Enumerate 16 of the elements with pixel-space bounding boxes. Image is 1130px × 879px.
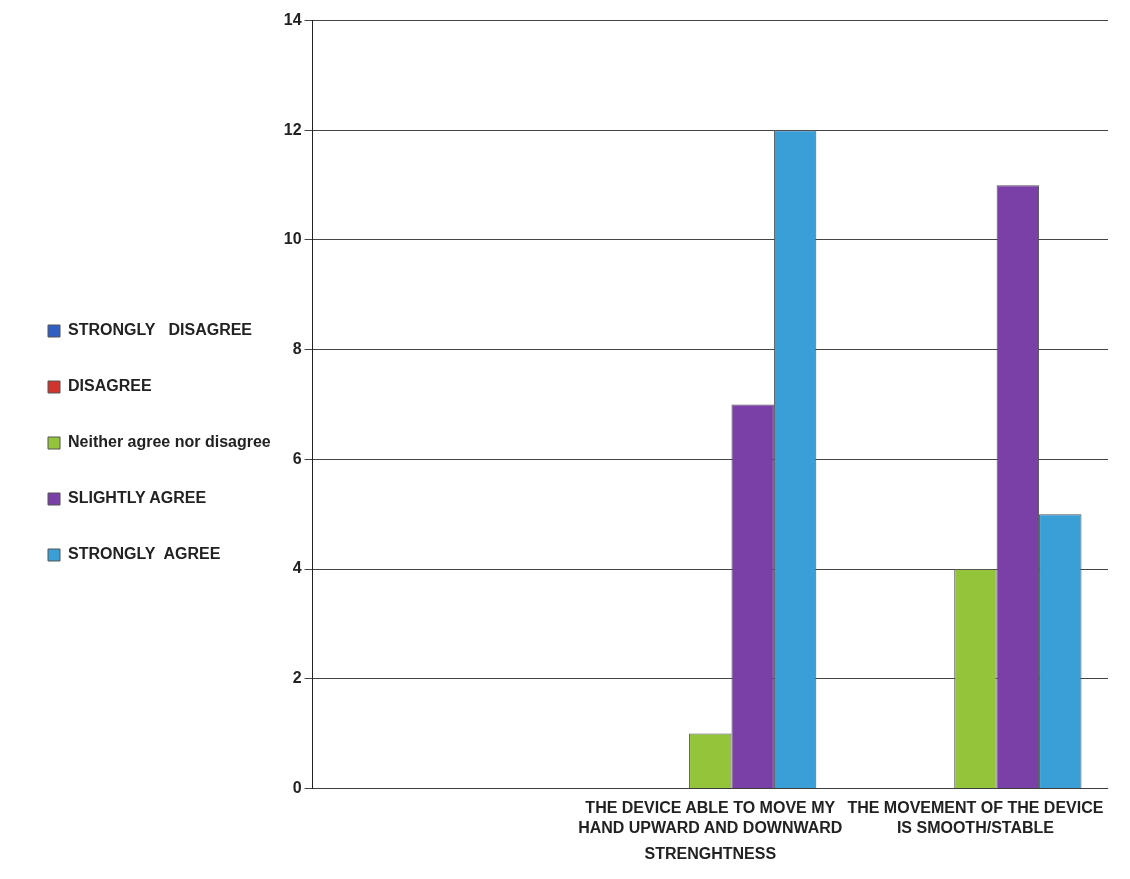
legend-label: Neither agree nor disagree — [68, 433, 271, 451]
y-tick-label: 2 — [292, 669, 302, 687]
y-tick-label: 10 — [283, 230, 302, 248]
y-tick-label: 0 — [292, 778, 302, 796]
y-tick-label: 14 — [283, 11, 302, 29]
x-tick-label: THE DEVICE ABLE TO MOVE MY HAND UPWARD AND DOWNWARD — [578, 799, 843, 836]
legend-label: DISAGREE — [68, 377, 152, 395]
legend-label: STRONGLY DISAGREE — [68, 321, 253, 339]
y-tick-label: 4 — [292, 559, 302, 577]
y-tick-label: 8 — [292, 340, 302, 358]
legend-label: STRONGLY AGREE — [68, 545, 221, 563]
x-axis-title: STRENGHTNESS — [644, 844, 777, 862]
legend-label: SLIGHTLY AGREE — [68, 489, 207, 507]
x-tick-label: THE MOVEMENT OF THE DEVICE IS SMOOTH/STABLE — [847, 799, 1104, 836]
y-tick-label: 12 — [283, 120, 302, 138]
y-tick-label: 6 — [292, 449, 302, 467]
